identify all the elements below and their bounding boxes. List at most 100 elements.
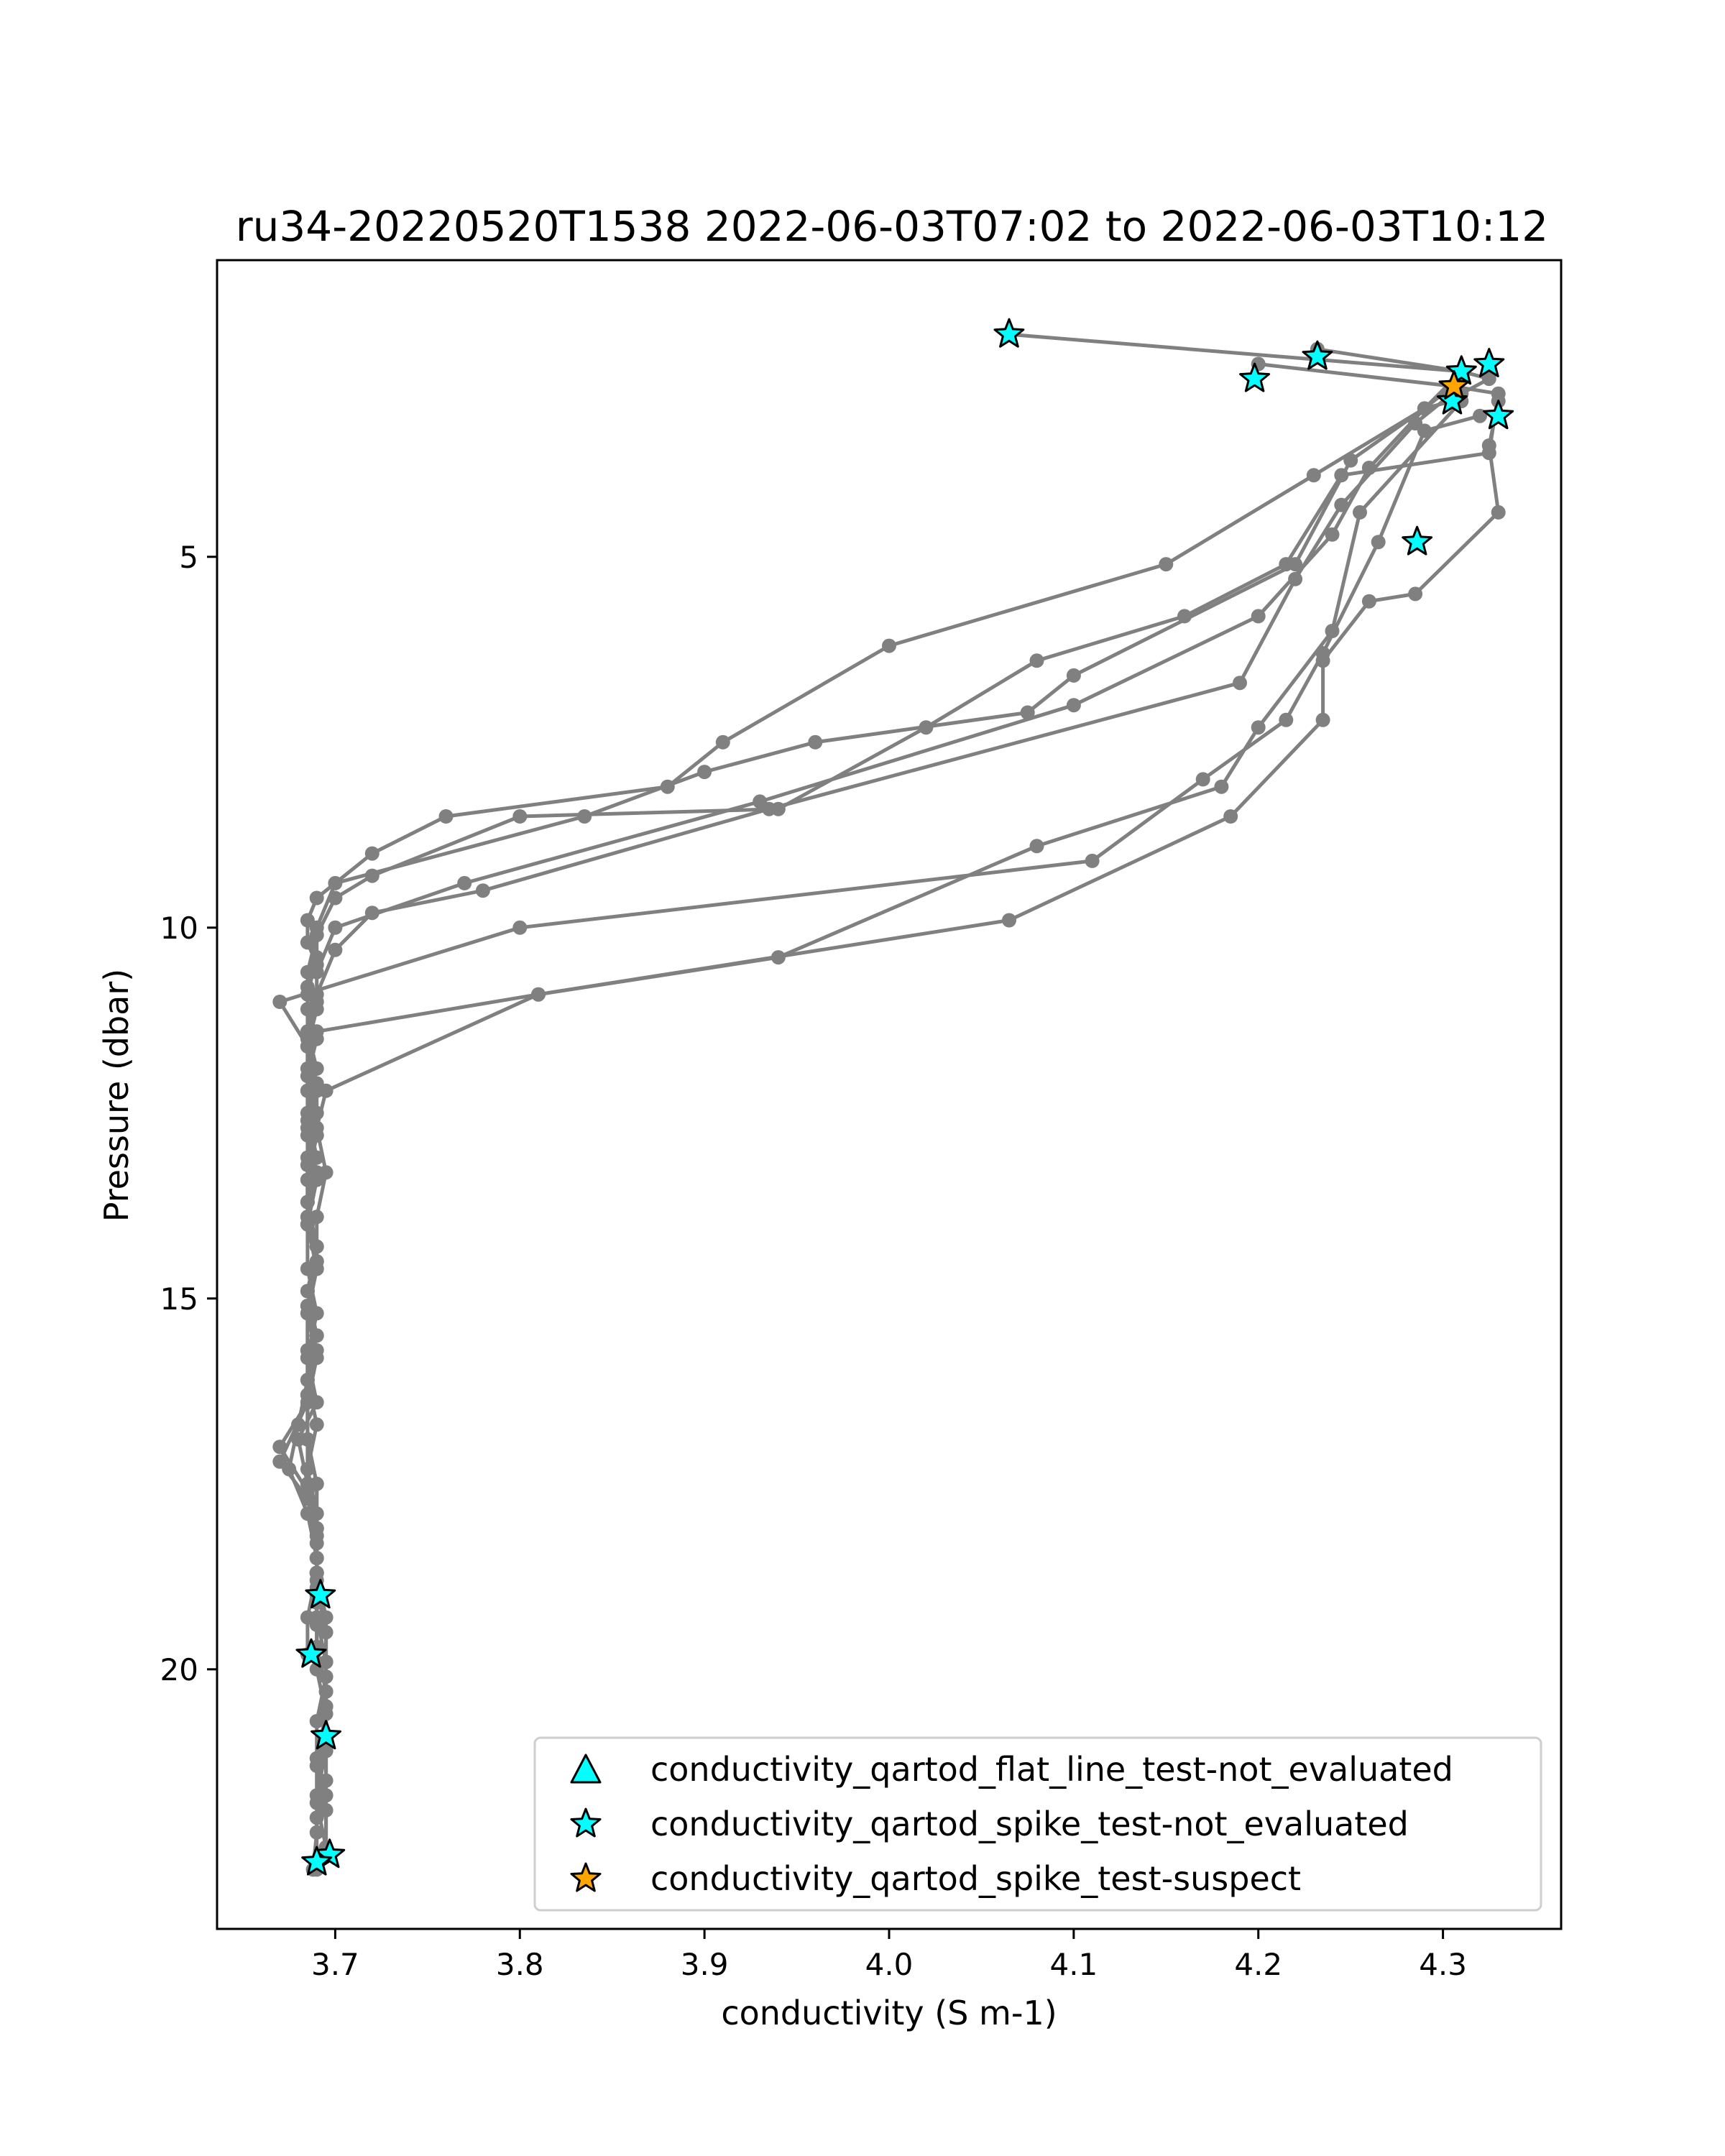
- profile-point: [300, 1038, 315, 1054]
- legend-label: conductivity_qartod_flat_line_test-not_e…: [650, 1750, 1453, 1789]
- y-tick-label: 15: [160, 1281, 198, 1317]
- profile-point: [309, 890, 324, 906]
- profile-point: [1481, 372, 1496, 387]
- profile-point: [531, 987, 546, 1002]
- profile-point: [457, 875, 472, 890]
- profile-point: [1353, 505, 1367, 520]
- star-marker-icon: [570, 1862, 602, 1892]
- profile-point: [1020, 705, 1035, 720]
- profile-point: [1195, 772, 1210, 787]
- profiles-layer: [272, 327, 1506, 1877]
- profile-point: [1223, 809, 1238, 824]
- profile-point: [309, 1521, 324, 1536]
- profile-point: [1371, 535, 1386, 550]
- profile-point: [309, 1254, 324, 1269]
- profile-point: [318, 1625, 334, 1640]
- profile-point: [328, 942, 343, 957]
- plot-area: [216, 259, 1563, 1930]
- profile-point: [512, 809, 528, 824]
- flagged-points-layer: [295, 318, 1514, 1876]
- profile-point: [1408, 586, 1423, 602]
- profile-point: [577, 809, 592, 824]
- profile-point: [512, 920, 528, 935]
- spike-not-evaluated-marker: [1239, 362, 1271, 392]
- profile-point: [1361, 594, 1376, 609]
- spike-not-evaluated-marker: [295, 1638, 327, 1668]
- profile-point: [1315, 712, 1330, 727]
- profile-point: [1002, 913, 1016, 928]
- profile-point: [364, 906, 380, 921]
- profile-point: [318, 1654, 334, 1669]
- chart-title: ru34-20220520T1538 2022-06-03T07:02 to 2…: [236, 202, 1548, 251]
- y-axis: 5 10 15 20: [160, 540, 217, 1687]
- profile-point: [300, 1432, 315, 1447]
- spike-not-evaluated-marker: [993, 318, 1025, 348]
- profile-point: [309, 1759, 324, 1773]
- spike-not-evaluated-marker: [1402, 525, 1433, 556]
- profile-point: [1029, 653, 1044, 668]
- profile-point: [309, 920, 324, 935]
- profile-series: [300, 394, 1506, 1855]
- profile-point: [272, 1454, 288, 1469]
- profile-point: [309, 1417, 324, 1432]
- profile-point: [762, 801, 776, 816]
- profile-point: [328, 920, 343, 935]
- profile-point: [1315, 653, 1330, 668]
- profile-point: [1251, 609, 1266, 624]
- x-tick-label: 3.9: [681, 1947, 729, 1982]
- profile-point: [309, 964, 324, 980]
- x-axis: 3.7 3.8 3.9 4.0 4.1 4.2 4.3: [311, 1929, 1467, 1982]
- profile-point: [300, 1476, 315, 1491]
- legend-label: conductivity_qartod_spike_test-not_evalu…: [650, 1805, 1409, 1843]
- x-axis-label: conductivity (S m-1): [721, 1994, 1057, 2032]
- x-tick-label: 4.3: [1419, 1947, 1467, 1982]
- legend-label: conductivity_qartod_spike_test-suspect: [650, 1859, 1301, 1898]
- x-tick-label: 3.8: [496, 1947, 544, 1982]
- profile-point: [1251, 720, 1266, 735]
- legend-box: [533, 1736, 1542, 1912]
- profile-point: [1066, 668, 1081, 683]
- profile-point: [697, 765, 712, 780]
- profile-point: [272, 995, 288, 1009]
- legend: conductivity_qartod_flat_line_test-not_e…: [533, 1736, 1542, 1912]
- profile-point: [1233, 676, 1247, 691]
- x-tick-label: 4.0: [865, 1947, 914, 1982]
- profile-point: [309, 1024, 324, 1039]
- legend-item: conductivity_qartod_flat_line_test-not_e…: [570, 1750, 1453, 1789]
- profile-point: [318, 1788, 334, 1803]
- y-tick-label: 5: [179, 540, 198, 575]
- profile-point: [1481, 438, 1496, 453]
- profile-point: [318, 1165, 334, 1180]
- profile-point: [309, 1210, 324, 1225]
- profile-point: [1288, 571, 1303, 586]
- profile-point: [318, 1743, 334, 1759]
- profile-point: [318, 1699, 334, 1714]
- profile-point: [1325, 527, 1340, 542]
- profile-point: [475, 883, 490, 898]
- legend-items: conductivity_qartod_flat_line_test-not_e…: [570, 1750, 1453, 1898]
- profile-point: [715, 734, 730, 750]
- profile-point: [300, 1083, 315, 1098]
- profile-point: [364, 846, 380, 861]
- profile-point: [309, 1565, 324, 1580]
- profile-point: [300, 1343, 315, 1358]
- spike-not-evaluated-marker: [1483, 400, 1514, 430]
- profile-point: [328, 875, 343, 890]
- profile-point: [1343, 453, 1358, 468]
- spike-not-evaluated-marker: [305, 1579, 336, 1609]
- legend-item: conductivity_qartod_spike_test-not_evalu…: [570, 1805, 1409, 1843]
- profile-point: [1491, 505, 1506, 520]
- profile-point: [318, 1083, 334, 1098]
- profile-point: [1029, 839, 1044, 854]
- profile-point: [1288, 557, 1303, 572]
- y-tick-label: 20: [160, 1652, 198, 1687]
- profile-point: [438, 809, 454, 824]
- profile-point: [309, 1714, 324, 1728]
- profile-point: [1306, 468, 1321, 483]
- star-marker-icon: [570, 1807, 602, 1838]
- profile-point: [1066, 698, 1081, 713]
- legend-item: conductivity_qartod_spike_test-suspect: [570, 1859, 1301, 1898]
- x-tick-label: 4.2: [1234, 1947, 1282, 1982]
- triangle-marker-icon: [570, 1754, 602, 1784]
- profile-point: [309, 1610, 324, 1625]
